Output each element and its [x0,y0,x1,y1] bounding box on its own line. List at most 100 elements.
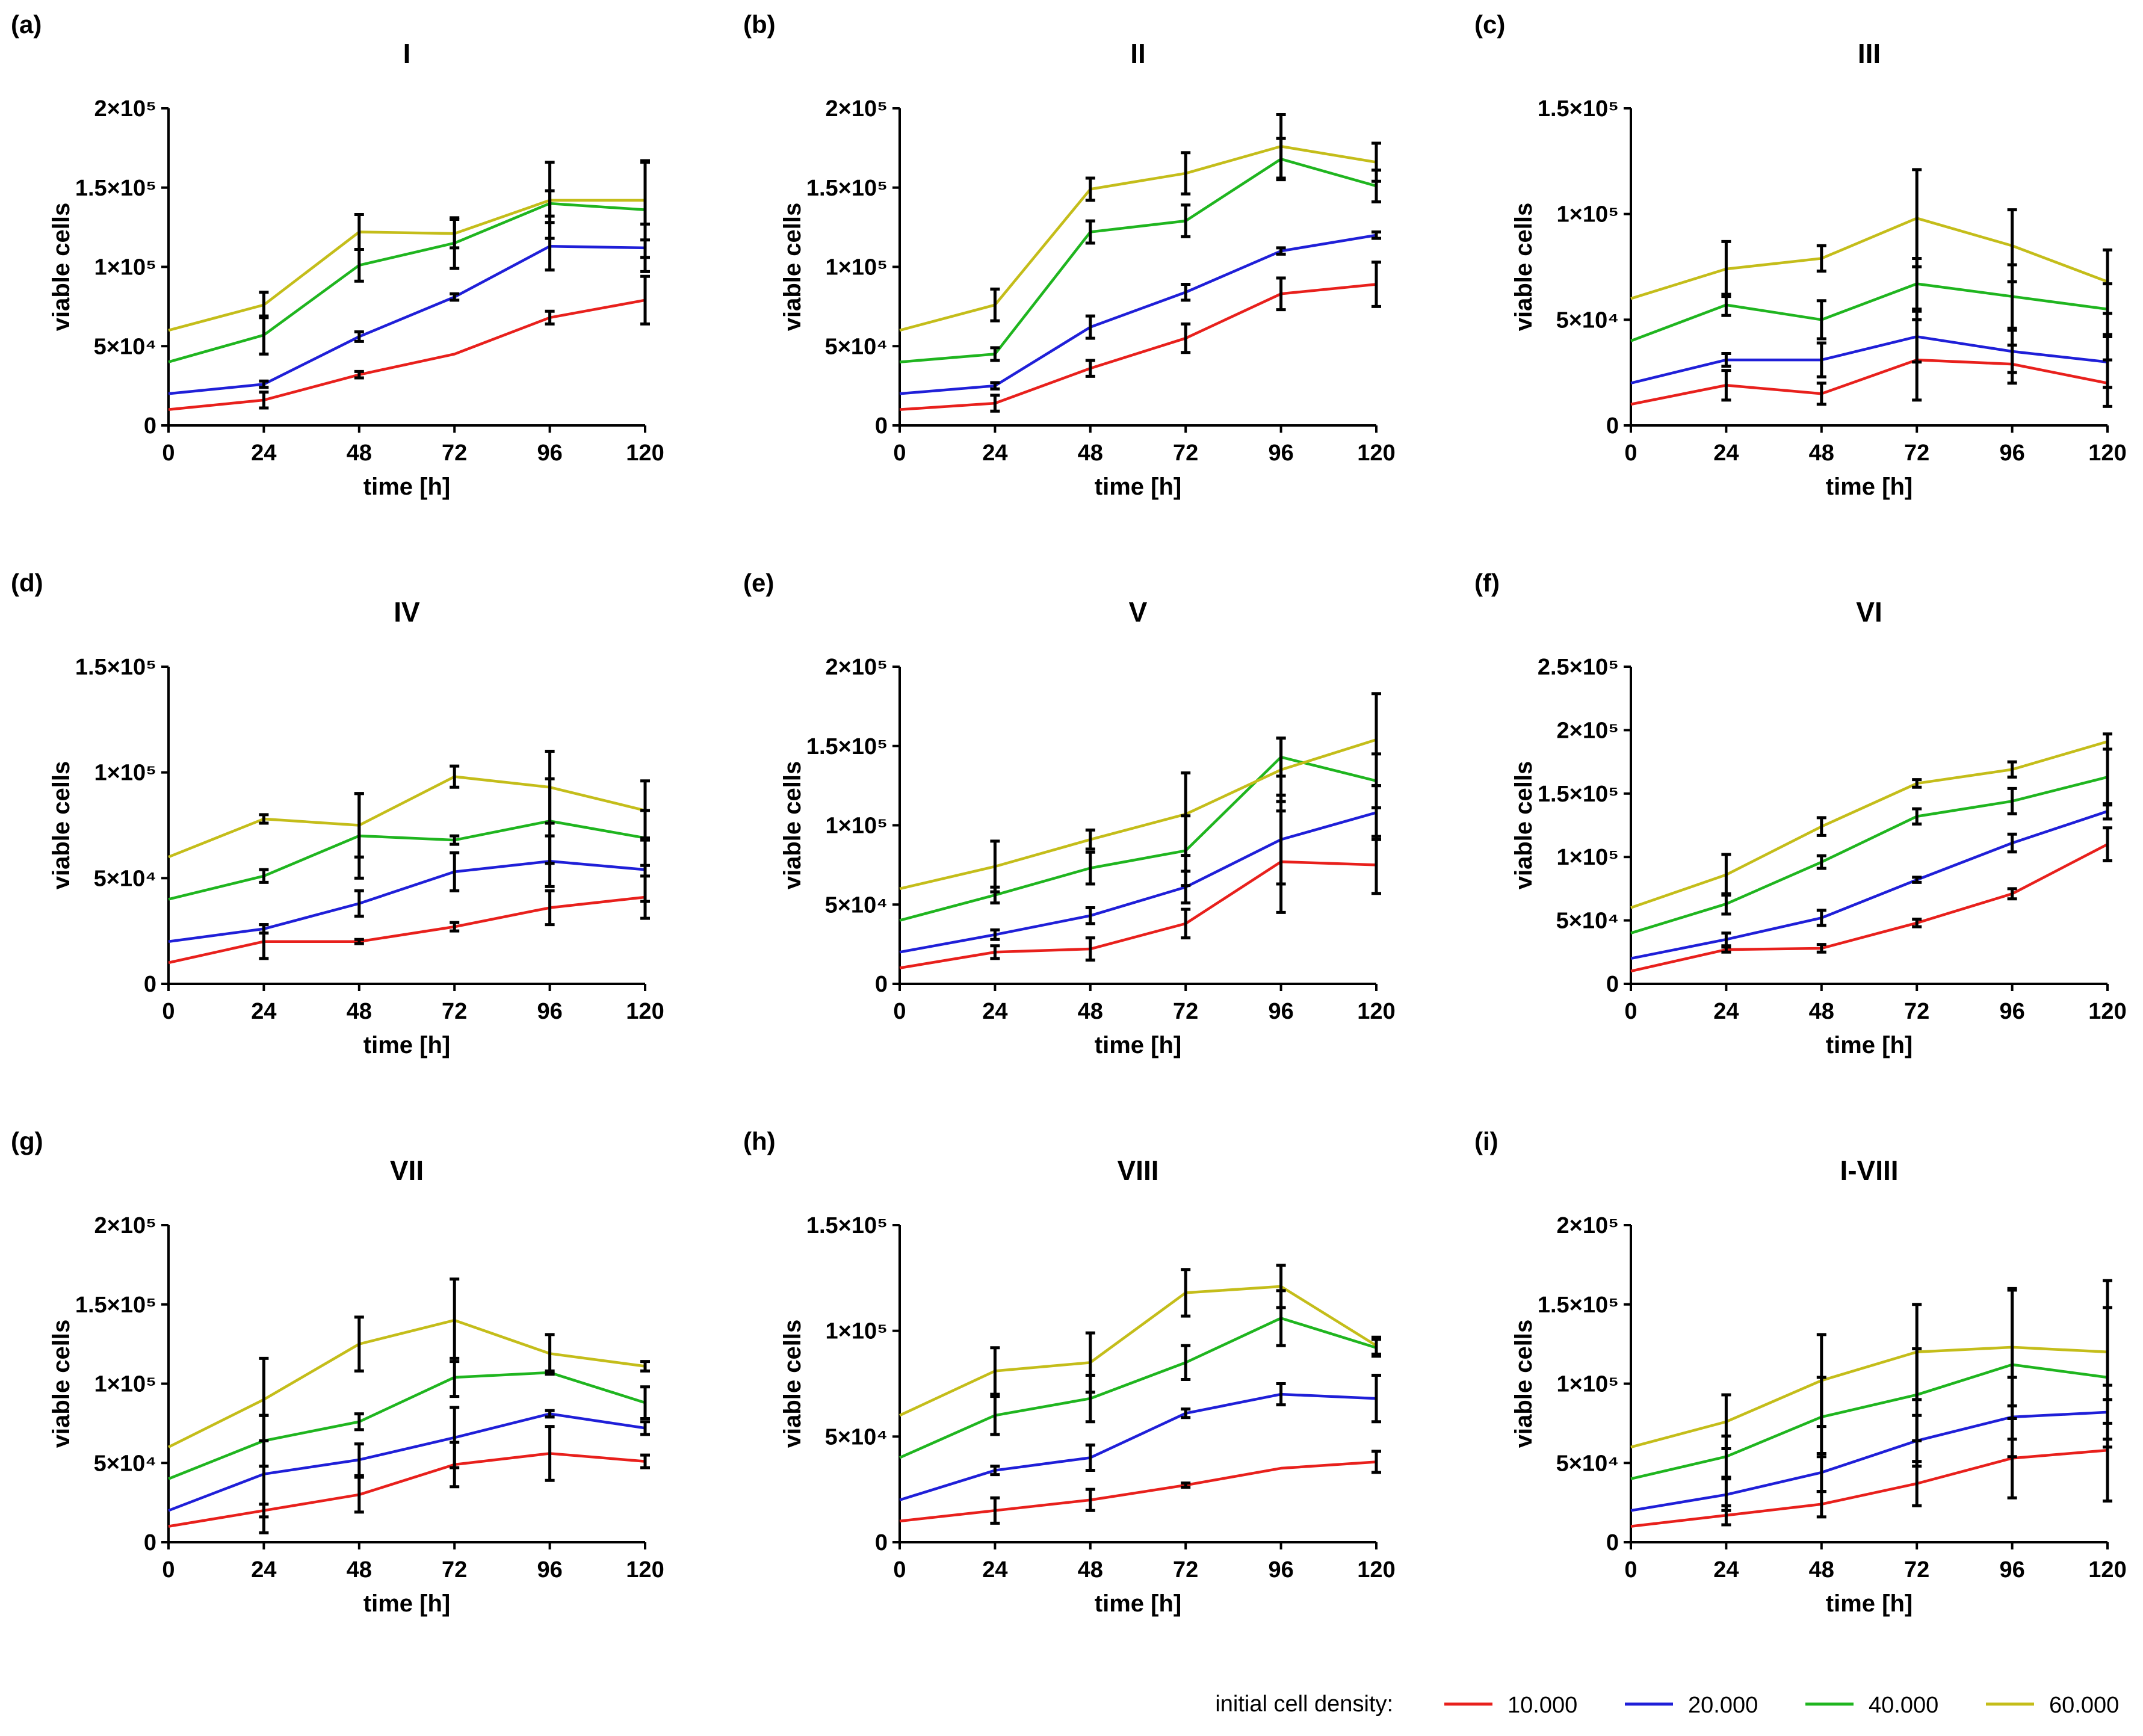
x-tick-label: 24 [982,440,1007,466]
y-tick-label: 1×10⁵ [94,1372,156,1397]
y-tick-label: 5×10⁴ [825,892,888,918]
error-bar [1816,854,1826,870]
error-bar [450,292,460,302]
error-bar [1181,1268,1191,1318]
error-bar [1085,828,1095,851]
error-bar [1912,309,1922,364]
panel-letter: (g) [11,1127,43,1155]
series-line-40000 [168,820,646,901]
x-tick-label: 24 [982,999,1007,1024]
x-tick-label: 120 [1357,999,1395,1024]
y-tick-label: 5×10⁴ [94,866,156,891]
error-bar [1816,244,1826,273]
error-bar [1816,381,1826,406]
error-bar [354,213,364,252]
x-tick-label: 120 [626,999,664,1024]
error-bar [2007,208,2017,283]
error-bar [1181,771,1191,857]
x-tick-label: 72 [1173,1557,1198,1583]
error-bar [450,921,460,933]
y-tick-label: 1.5×10⁵ [1538,1293,1619,1318]
series-line-40000 [1630,776,2108,934]
chart-panel: (a) I 0 5×10⁴ 1×10⁵ 1.5×10⁵ 2×10⁵ 0 24 48 72 96 120 t… [11,10,664,500]
legend-label: 40.000 [1869,1693,1938,1718]
y-tick-label: 1×10⁵ [1557,1372,1619,1397]
x-tick-label: 0 [1624,999,1637,1024]
x-tick-label: 72 [1173,440,1198,466]
x-tick-label: 48 [1809,999,1834,1024]
series-line-40000 [899,1317,1377,1459]
series-line-10000 [899,860,1377,969]
x-tick-label: 96 [537,999,562,1024]
error-bar [2007,832,2017,854]
x-axis-title: time [h] [1826,474,1913,500]
x-tick-label: 96 [537,1557,562,1583]
error-bar [2103,248,2112,315]
panel-letter: (d) [11,569,43,597]
error-bar [1085,359,1095,378]
error-bar [1181,203,1191,238]
x-tick-label: 96 [1268,1557,1293,1583]
x-tick-label: 0 [893,1557,906,1583]
error-bar [640,1360,650,1373]
error-bar [545,309,555,326]
y-tick-label: 1×10⁵ [826,1319,888,1344]
error-bar [1181,282,1191,302]
x-tick-label: 72 [1173,999,1198,1024]
error-bar [1276,113,1286,180]
error-bar [1721,239,1731,298]
chart-panel: (g) VII 0 5×10⁴ 1×10⁵ 1.5×10⁵ 2×10⁵ 0 24 48 72 96 12… [11,1127,664,1617]
x-tick-label: 72 [442,440,467,466]
error-bar [1371,692,1381,788]
error-bar [1181,151,1191,196]
y-tick-label: 5×10⁴ [1556,307,1619,333]
x-tick-label: 24 [1713,440,1739,466]
x-tick-label: 48 [347,1557,372,1583]
error-bar [1721,853,1731,897]
chart-panel: (h) VIII 0 5×10⁴ 1×10⁵ 1.5×10⁵ 0 24 48 72 96 120 tim… [743,1127,1396,1617]
series-line-60000 [168,775,646,859]
series-line-10000 [899,1460,1377,1523]
x-tick-label: 120 [626,440,664,466]
chart-title: I-VIII [1840,1155,1898,1186]
error-bar [1721,352,1731,368]
error-bar [1085,1443,1095,1472]
chart-panel: (b) II 0 5×10⁴ 1×10⁵ 1.5×10⁵ 2×10⁵ 0 24 48 72 96 120… [743,10,1396,500]
legend-item: 60.000 [1986,1693,2119,1718]
chart-title: III [1858,38,1881,69]
panel-letter: (f) [1474,569,1500,597]
x-tick-label: 120 [2088,440,2126,466]
error-bar [1181,1407,1191,1419]
x-tick-label: 120 [2088,999,2126,1024]
error-bar [1371,261,1381,308]
error-bar [640,159,650,242]
y-axis-title: viable cells [48,761,75,889]
x-tick-label: 48 [347,999,372,1024]
x-tick-label: 48 [1078,999,1103,1024]
error-bar [990,839,1000,894]
error-bar [640,1420,650,1436]
series-line-20000 [168,1412,646,1512]
series-line-40000 [168,202,646,363]
error-bar [1816,341,1826,378]
error-bar [354,1412,364,1432]
series-line-20000 [1630,810,2108,960]
error-bar [1816,299,1826,341]
x-tick-label: 72 [1904,1557,1929,1583]
error-bar [2103,335,2112,389]
x-tick-label: 48 [1809,1557,1834,1583]
error-bar [450,1406,460,1469]
y-tick-label: 1×10⁵ [1557,202,1619,227]
error-bar [354,1475,364,1514]
error-bar [2103,826,2112,863]
series-line-20000 [1630,335,2108,385]
error-bar [990,1465,1000,1477]
panel-letter: (i) [1474,1127,1498,1155]
error-bar [990,1395,1000,1436]
error-bar [1276,1382,1286,1407]
panel-letter: (b) [743,10,776,39]
y-tick-label: 1×10⁵ [826,814,888,839]
series-line-40000 [168,1371,646,1480]
x-axis-title: time [h] [1095,1032,1181,1058]
y-tick-label: 2×10⁵ [1557,718,1619,743]
